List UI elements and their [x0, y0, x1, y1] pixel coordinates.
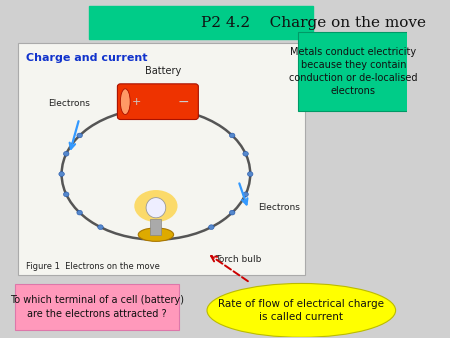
Text: To which terminal of a cell (battery)
are the electrons attracted ?: To which terminal of a cell (battery) ar…	[10, 295, 184, 319]
Ellipse shape	[120, 89, 130, 115]
Text: Battery: Battery	[145, 66, 181, 76]
Text: Figure 1  Electrons on the move: Figure 1 Electrons on the move	[26, 262, 160, 271]
Circle shape	[63, 192, 69, 197]
Ellipse shape	[207, 284, 396, 337]
FancyBboxPatch shape	[89, 6, 313, 40]
Circle shape	[77, 133, 82, 138]
FancyBboxPatch shape	[298, 32, 409, 111]
Text: Metals conduct electricity
because they contain
conduction or de-localised
elect: Metals conduct electricity because they …	[289, 47, 418, 96]
FancyBboxPatch shape	[117, 84, 198, 120]
Text: P2 4.2    Charge on the move: P2 4.2 Charge on the move	[201, 16, 426, 29]
Circle shape	[243, 151, 248, 156]
Circle shape	[98, 225, 103, 230]
Circle shape	[63, 151, 69, 156]
Circle shape	[209, 225, 214, 230]
Text: +: +	[131, 97, 141, 107]
Circle shape	[230, 133, 235, 138]
Ellipse shape	[138, 228, 174, 241]
Circle shape	[230, 210, 235, 215]
FancyBboxPatch shape	[150, 219, 162, 235]
Ellipse shape	[134, 190, 178, 222]
Text: Electrons: Electrons	[258, 203, 300, 212]
Ellipse shape	[146, 198, 166, 218]
Text: Electrons: Electrons	[49, 99, 90, 108]
Circle shape	[243, 192, 248, 197]
FancyBboxPatch shape	[15, 284, 179, 330]
Text: Rate of flow of electrical charge
is called current: Rate of flow of electrical charge is cal…	[218, 299, 384, 322]
Circle shape	[77, 210, 82, 215]
Text: −: −	[178, 95, 189, 109]
Circle shape	[59, 172, 64, 176]
Circle shape	[248, 172, 253, 176]
Text: Torch bulb: Torch bulb	[215, 255, 261, 264]
Text: Charge and current: Charge and current	[26, 53, 148, 63]
FancyBboxPatch shape	[18, 43, 305, 275]
